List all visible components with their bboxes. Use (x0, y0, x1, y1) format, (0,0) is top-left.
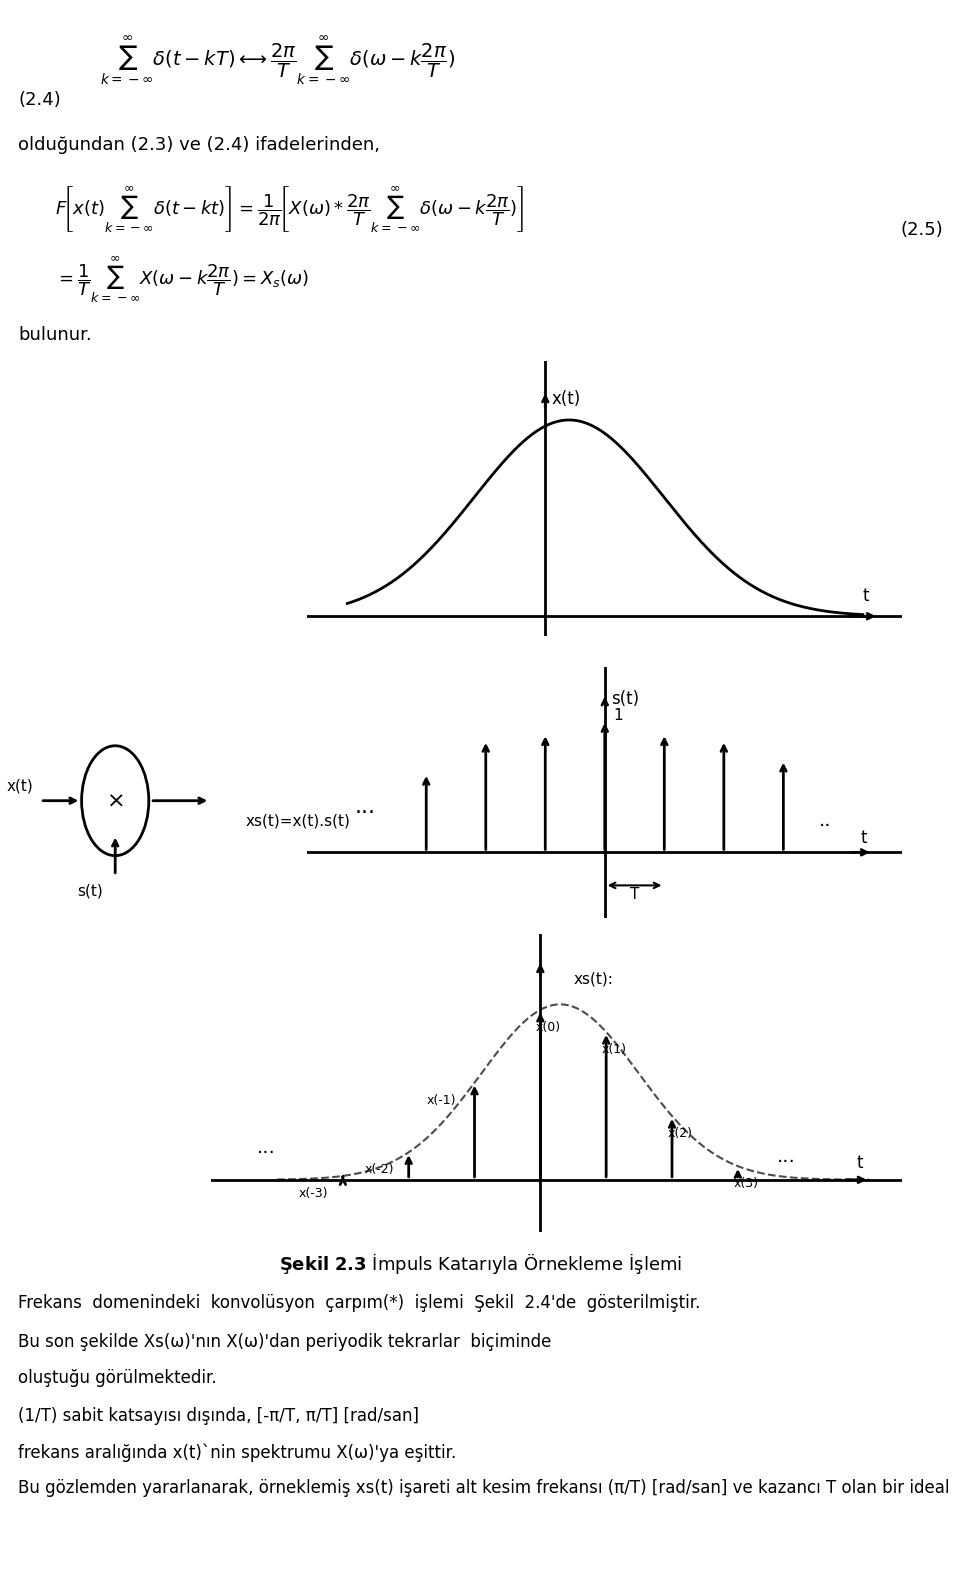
Text: xs(t)=x(t).s(t): xs(t)=x(t).s(t) (245, 813, 350, 829)
Text: bulunur.: bulunur. (18, 327, 92, 344)
Text: Bu gözlemden yararlanarak, örneklemiş xs(t) işareti alt kesim frekansı (π/T) [ra: Bu gözlemden yararlanarak, örneklemiş xs… (18, 1479, 949, 1498)
Text: xs(t):: xs(t): (573, 972, 613, 986)
Text: ...: ... (355, 796, 375, 816)
Text: frekans aralığında x(t)`nin spektrumu X(ω)'ya eşittir.: frekans aralığında x(t)`nin spektrumu X(… (18, 1443, 456, 1462)
Text: $\mathbf{Şekil\ 2.3}$ İmpuls Katarıyla Örnekleme İşlemi: $\mathbf{Şekil\ 2.3}$ İmpuls Katarıyla Ö… (278, 1251, 682, 1276)
Text: 1: 1 (613, 708, 623, 724)
Text: ..: .. (819, 810, 831, 831)
Text: $=\dfrac{1}{T}\sum_{k=-\infty}^{\infty}X(\omega - k\dfrac{2\pi}{T}) = X_s(\omega: $=\dfrac{1}{T}\sum_{k=-\infty}^{\infty}X… (55, 254, 309, 306)
Text: ...: ... (257, 1138, 276, 1157)
Text: x(2): x(2) (667, 1127, 692, 1140)
Text: (2.4): (2.4) (18, 91, 60, 108)
Text: x(-3): x(-3) (299, 1187, 328, 1199)
Text: Frekans  domenindeki  konvolüsyon  çarpım(*)  işlemi  Şekil  2.4'de  gösterilmiş: Frekans domenindeki konvolüsyon çarpım(*… (18, 1294, 701, 1313)
Text: x(-1): x(-1) (427, 1094, 456, 1107)
Text: $\sum_{k=-\infty}^{\infty}\delta(t-kT)\longleftrightarrow\dfrac{2\pi}{T}\sum_{k=: $\sum_{k=-\infty}^{\infty}\delta(t-kT)\l… (100, 33, 455, 86)
Text: T: T (630, 887, 639, 901)
Text: ...: ... (778, 1148, 796, 1167)
Text: (1/T) sabit katsayısı dışında, [-π/T, π/T] [rad/san]: (1/T) sabit katsayısı dışında, [-π/T, π/… (18, 1407, 419, 1426)
Text: x(3): x(3) (733, 1178, 758, 1190)
Text: x(1): x(1) (602, 1042, 627, 1057)
Text: x(t): x(t) (7, 779, 34, 793)
Text: t: t (863, 587, 869, 604)
Text: t: t (856, 1154, 863, 1171)
Text: olduğundan (2.3) ve (2.4) ifadelerinden,: olduğundan (2.3) ve (2.4) ifadelerinden, (18, 137, 380, 154)
Text: $\times$: $\times$ (107, 791, 124, 810)
Text: x(t): x(t) (552, 391, 581, 408)
Text: $F\!\left[x(t)\sum_{k=-\infty}^{\infty}\delta(t-kt)\right]=\dfrac{1}{2\pi}\!\lef: $F\!\left[x(t)\sum_{k=-\infty}^{\infty}\… (55, 185, 524, 236)
Text: x(0): x(0) (536, 1020, 561, 1033)
Text: s(t): s(t) (611, 691, 638, 708)
Text: Bu son şekilde Xs(ω)'nın X(ω)'dan periyodik tekrarlar  biçiminde: Bu son şekilde Xs(ω)'nın X(ω)'dan periyo… (18, 1333, 551, 1352)
Text: t: t (861, 829, 867, 848)
Text: oluştuğu görülmektedir.: oluştuğu görülmektedir. (18, 1369, 217, 1388)
Text: x(-2): x(-2) (364, 1163, 394, 1176)
Text: (2.5): (2.5) (900, 221, 943, 239)
Text: s(t): s(t) (78, 884, 103, 898)
